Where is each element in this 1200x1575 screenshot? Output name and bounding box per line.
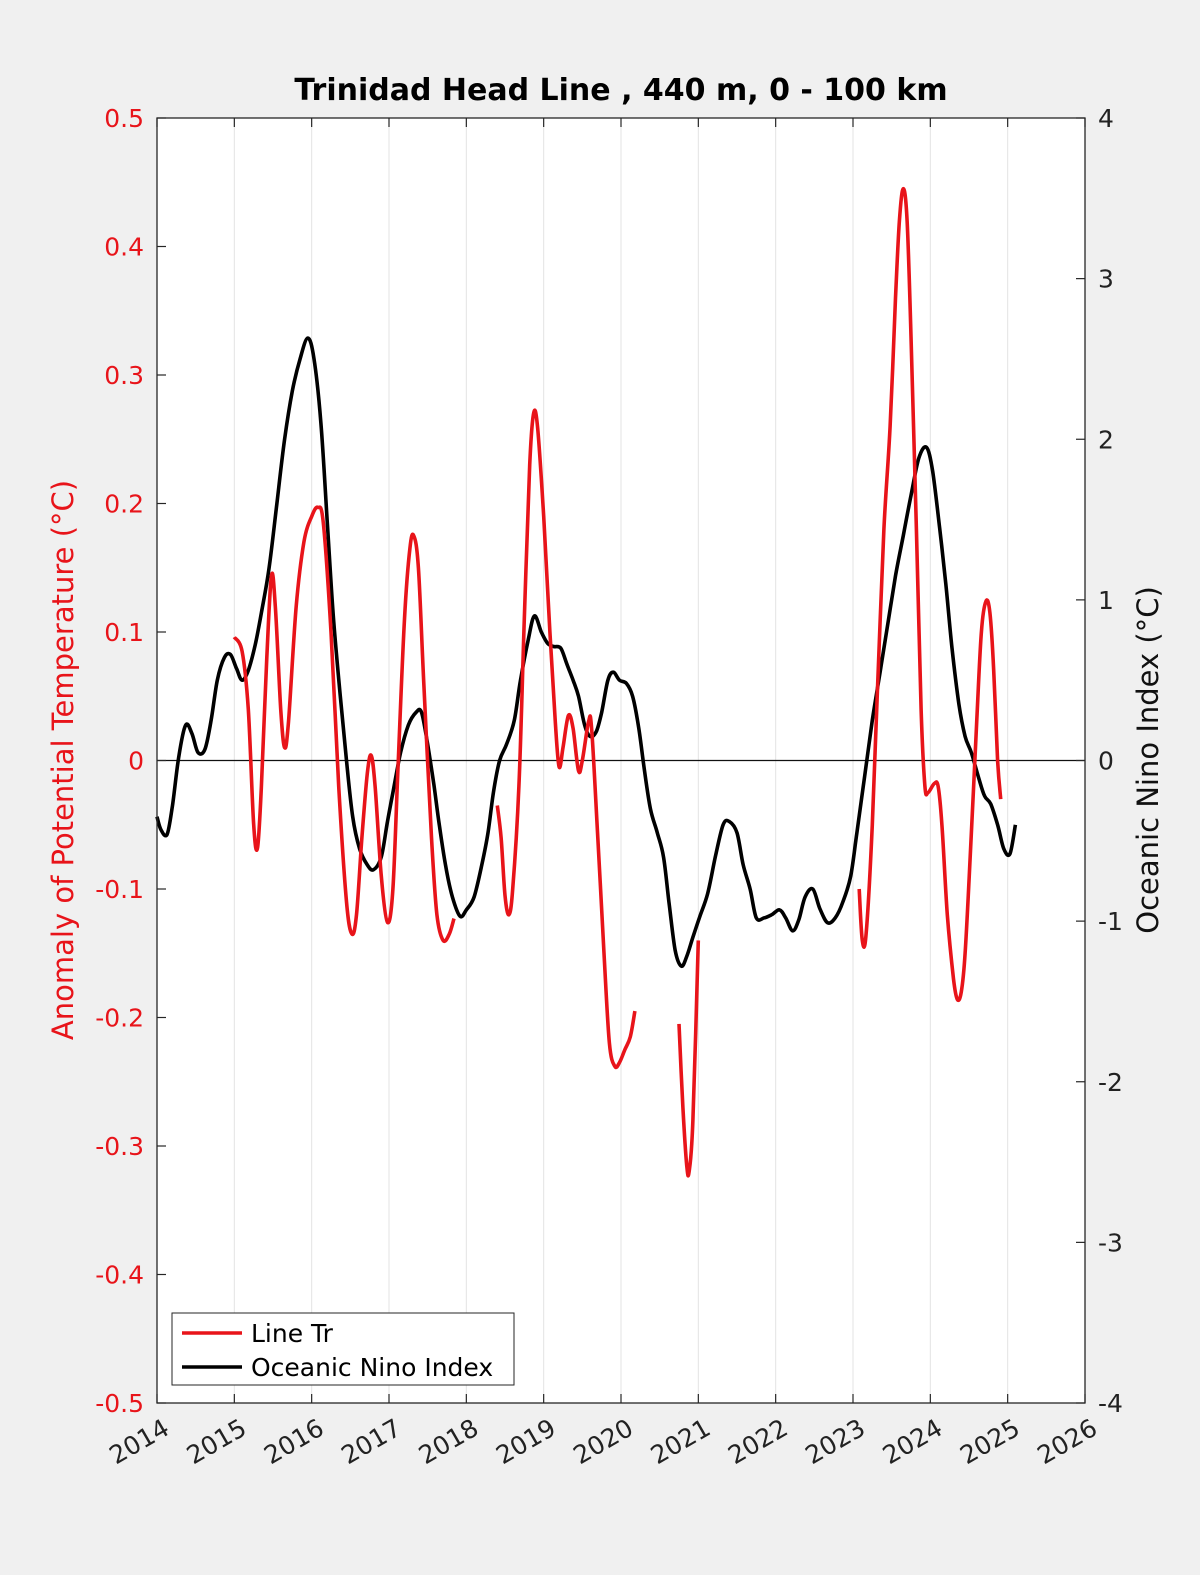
series-line-tr-segment-3 bbox=[677, 940, 701, 1178]
right-tick-label: 2 bbox=[1098, 425, 1114, 454]
series-lines bbox=[155, 186, 1018, 1178]
left-tick-label: -0.5 bbox=[95, 1389, 144, 1418]
right-tick-label: -3 bbox=[1098, 1228, 1123, 1257]
left-axis-ticks: 0.5 0.4 0.3 0.2 0.1 0 -0.1 -0.2 -0.3 -0.4 -0.5 bbox=[95, 104, 166, 1418]
right-axis-label: Oceanic Nino Index (°C) bbox=[1131, 586, 1165, 934]
left-tick-label: 0.5 bbox=[104, 104, 144, 133]
series-line-tr-segment-2 bbox=[495, 408, 637, 1070]
left-tick-label: 0.2 bbox=[104, 490, 144, 519]
right-tick-label: 1 bbox=[1098, 586, 1114, 615]
left-tick-label: 0.1 bbox=[104, 618, 144, 647]
right-tick-label: -4 bbox=[1098, 1389, 1123, 1418]
series-line-tr-segment-4 bbox=[857, 186, 1003, 1003]
right-tick-label: 0 bbox=[1098, 747, 1114, 776]
right-axis-ticks: 4 3 2 1 0 -1 -2 -3 -4 bbox=[1076, 104, 1123, 1418]
left-tick-label: -0.4 bbox=[95, 1261, 144, 1290]
series-line-tr-segment-1 bbox=[232, 505, 456, 944]
legend-box bbox=[171, 1312, 515, 1386]
series-oceanic-nino-index-segment-1 bbox=[155, 336, 1018, 969]
left-tick-label: -0.3 bbox=[95, 1132, 144, 1161]
legend-label-oni: Oceanic Nino Index bbox=[251, 1353, 493, 1382]
left-tick-label: 0 bbox=[128, 747, 144, 776]
left-tick-label: 0.3 bbox=[104, 361, 144, 390]
right-tick-label: 3 bbox=[1098, 265, 1114, 294]
left-axis-label: Anomaly of Potential Temperature (°C) bbox=[46, 480, 80, 1040]
right-tick-label: -2 bbox=[1098, 1068, 1123, 1097]
left-tick-label: 0.4 bbox=[104, 233, 144, 262]
left-tick-label: -0.2 bbox=[95, 1004, 144, 1033]
right-tick-label: 4 bbox=[1098, 104, 1114, 133]
legend: Line Tr Oceanic Nino Index bbox=[171, 1312, 515, 1386]
right-tick-label: -1 bbox=[1098, 907, 1123, 936]
chart-title: Trinidad Head Line , 440 m, 0 - 100 km bbox=[294, 73, 947, 108]
legend-label-line-tr: Line Tr bbox=[251, 1319, 334, 1348]
left-tick-label: -0.1 bbox=[95, 875, 144, 904]
